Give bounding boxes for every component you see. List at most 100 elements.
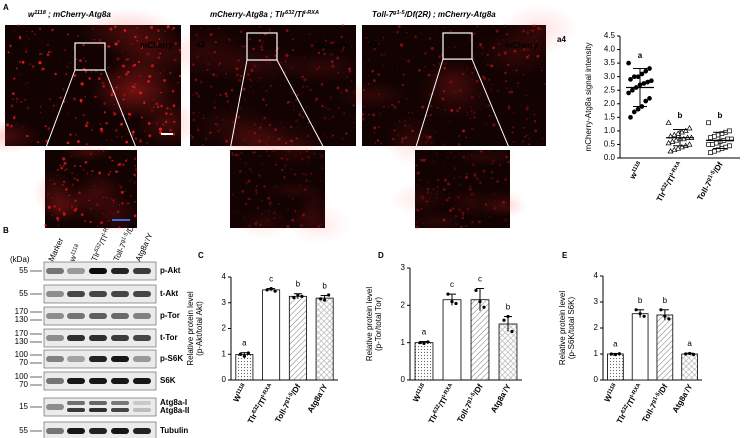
image-speckle — [276, 101, 278, 103]
image-speckle — [163, 78, 166, 82]
image-speckle — [108, 221, 110, 223]
image-speckle — [428, 61, 430, 63]
x-tick-label-part: 1118 — [415, 383, 426, 396]
image-speckle — [513, 49, 517, 53]
blot-band — [111, 356, 129, 362]
image-speckle — [72, 66, 75, 68]
image-speckle — [346, 123, 348, 125]
image-speckle — [474, 172, 476, 174]
data-point — [665, 119, 672, 125]
image-speckle — [473, 54, 475, 56]
image-speckle — [73, 208, 77, 212]
image-speckle — [343, 112, 346, 115]
data-point — [667, 317, 671, 321]
image-speckle — [13, 115, 16, 118]
image-speckle — [114, 103, 116, 105]
image-speckle — [527, 54, 530, 57]
y-tick-label: 0 — [401, 375, 406, 384]
image-speckle — [7, 92, 8, 94]
image-speckle — [100, 221, 104, 225]
image-speckle — [458, 203, 460, 205]
image-speckle — [415, 164, 418, 167]
image-speckle — [473, 157, 476, 159]
image-speckle — [442, 203, 444, 206]
image-glow — [234, 206, 294, 240]
image-speckle — [453, 156, 456, 158]
image-speckle — [434, 74, 437, 76]
image-speckle — [255, 116, 257, 118]
kda-marker: 130 — [15, 337, 29, 346]
blot-band — [89, 335, 107, 341]
image-speckle — [290, 66, 293, 69]
data-point — [454, 301, 458, 306]
image-speckle — [261, 199, 264, 203]
image-speckle — [280, 74, 282, 76]
image-speckle — [279, 214, 282, 218]
image-speckle — [133, 63, 137, 67]
image-speckle — [411, 112, 413, 114]
data-point — [474, 288, 478, 292]
image-speckle — [123, 93, 127, 97]
image-speckle — [528, 137, 530, 140]
image-speckle — [526, 104, 529, 108]
blot-band — [46, 356, 64, 362]
image-speckle — [252, 91, 255, 93]
image-speckle — [367, 82, 370, 85]
image-speckle — [250, 80, 253, 82]
image-speckle — [443, 143, 446, 146]
image-speckle — [259, 223, 262, 226]
data-point — [647, 96, 652, 101]
image-speckle — [449, 121, 451, 123]
image-speckle — [250, 68, 254, 72]
image-speckle — [202, 69, 204, 72]
image-speckle — [420, 207, 423, 210]
y-tick-label: 2 — [222, 324, 227, 333]
image-speckle — [341, 50, 343, 53]
image-speckle — [373, 48, 376, 51]
image-speckle — [202, 117, 205, 119]
image-speckle — [428, 37, 432, 40]
image-speckle — [446, 182, 450, 186]
image-speckle — [160, 91, 162, 94]
image-speckle — [158, 30, 161, 32]
y-tick-label: 1.0 — [604, 126, 616, 135]
image-speckle — [283, 176, 286, 179]
image-speckle — [41, 67, 45, 71]
image-speckle — [292, 152, 294, 154]
image-speckle — [261, 48, 264, 52]
image-speckle — [209, 131, 212, 134]
panel-letter: E — [562, 251, 568, 260]
data-point — [628, 77, 633, 82]
image-speckle — [473, 192, 475, 194]
image-speckle — [218, 64, 220, 66]
image-speckle — [325, 39, 328, 42]
data-point — [688, 351, 692, 356]
image-speckle — [459, 225, 463, 229]
image-speckle — [481, 52, 483, 54]
image-speckle — [337, 72, 340, 74]
image-speckle — [4, 112, 6, 115]
image-speckle — [237, 153, 241, 157]
image-speckle — [28, 63, 31, 66]
image-speckle — [219, 103, 221, 104]
image-speckle — [109, 170, 112, 173]
image-speckle — [255, 192, 258, 195]
image-speckle — [172, 104, 176, 107]
image-speckle — [200, 27, 202, 29]
image-speckle — [172, 26, 176, 30]
image-speckle — [126, 98, 128, 100]
image-speckle — [53, 182, 56, 186]
image-speckle — [382, 36, 385, 38]
image-speckle — [286, 225, 290, 229]
image-speckle — [99, 127, 103, 131]
image-glow — [286, 204, 352, 245]
image-speckle — [373, 126, 377, 130]
x-tick-label-part: /Y — [318, 382, 330, 394]
x-tick-label-part: - — [317, 389, 323, 394]
image-speckle — [99, 123, 102, 125]
image-speckle — [435, 131, 437, 133]
image-speckle — [274, 54, 277, 57]
image-speckle — [53, 205, 56, 208]
image-speckle — [342, 137, 344, 140]
image-title-part: /Df(2R) ; mCherry-Atg8a — [404, 10, 497, 19]
